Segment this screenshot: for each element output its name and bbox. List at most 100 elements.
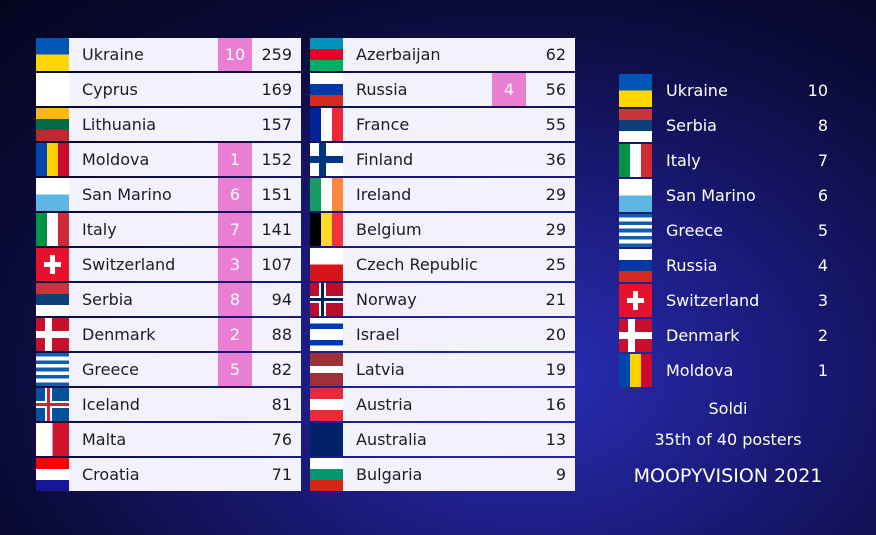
total-score: 19: [545, 360, 566, 379]
voted-points: 3: [817, 291, 828, 310]
voted-country: Ukraine: [666, 81, 728, 100]
voted-country: Denmark: [666, 326, 740, 345]
flag: [310, 283, 343, 316]
total-score: 71: [271, 465, 292, 484]
flag: [310, 388, 343, 421]
flag-cross: [36, 402, 69, 407]
score-row: [310, 108, 575, 141]
voted-points: 7: [817, 151, 828, 170]
score-row: [310, 248, 575, 281]
score-row: [36, 143, 301, 176]
points-received: 1: [218, 143, 252, 176]
country-name: Moldova: [82, 150, 150, 169]
flag: [36, 318, 69, 351]
country-name: Serbia: [82, 290, 133, 309]
voted-points: 1: [817, 361, 828, 380]
points-received: 10: [218, 38, 252, 71]
score-row: [36, 318, 301, 351]
footer-title: MOOPYVISION 2021: [633, 465, 823, 487]
country-name: Latvia: [356, 360, 405, 379]
total-score: 107: [261, 255, 292, 274]
total-score: 62: [545, 45, 566, 64]
country-name: Norway: [356, 290, 417, 309]
total-score: 169: [261, 80, 292, 99]
country-name: Ireland: [356, 185, 412, 204]
total-score: 36: [545, 150, 566, 169]
country-name: Azerbaijan: [356, 45, 441, 64]
country-name: Lithuania: [82, 115, 157, 134]
score-row: [310, 143, 575, 176]
total-score: 152: [261, 150, 292, 169]
score-row: [36, 283, 301, 316]
score-row: [310, 458, 575, 491]
total-score: 81: [271, 395, 292, 414]
score-row: [310, 73, 575, 106]
voted-country: San Marino: [666, 186, 756, 205]
score-row: [36, 178, 301, 211]
flag: [310, 353, 343, 386]
flag: [36, 353, 69, 386]
voted-points: 5: [817, 221, 828, 240]
country-name: Ukraine: [82, 45, 144, 64]
flag: [36, 143, 69, 176]
country-name: Switzerland: [82, 255, 176, 274]
country-name: Greece: [82, 360, 139, 379]
score-row: [36, 73, 301, 106]
country-name: Austria: [356, 395, 413, 414]
total-score: 29: [545, 220, 566, 239]
points-received: 8: [218, 283, 252, 316]
score-row: [310, 178, 575, 211]
flag: [310, 318, 343, 351]
score-row: [36, 213, 301, 246]
voted-points: 2: [817, 326, 828, 345]
flag: [310, 143, 343, 176]
flag: [619, 214, 652, 247]
flag: [36, 283, 69, 316]
flag: [619, 179, 652, 212]
flag: [310, 248, 343, 281]
total-score: 259: [261, 45, 292, 64]
voted-points: 4: [817, 256, 828, 275]
total-score: 88: [271, 325, 292, 344]
country-name: Denmark: [82, 325, 156, 344]
flag: [36, 213, 69, 246]
flag: [36, 388, 69, 421]
points-received: 4: [492, 73, 526, 106]
points-received: 5: [218, 353, 252, 386]
flag: [310, 458, 343, 491]
flag: [310, 73, 343, 106]
score-row: [310, 423, 575, 456]
country-name: Italy: [82, 220, 117, 239]
flag: [36, 108, 69, 141]
flag: [36, 423, 69, 456]
voted-country: Switzerland: [666, 291, 760, 310]
points-received: 7: [218, 213, 252, 246]
country-name: Iceland: [82, 395, 140, 414]
total-score: 16: [545, 395, 566, 414]
score-row: [36, 248, 301, 281]
voted-points: 10: [807, 81, 828, 100]
total-score: 56: [545, 80, 566, 99]
score-row: [36, 423, 301, 456]
voted-country: Italy: [666, 151, 701, 170]
country-name: France: [356, 115, 410, 134]
flag-cross: [310, 297, 343, 302]
score-row: [310, 213, 575, 246]
total-score: 82: [271, 360, 292, 379]
flag-cross: [44, 261, 61, 268]
flag: [310, 178, 343, 211]
flag: [310, 38, 343, 71]
total-score: 76: [271, 430, 292, 449]
score-row: [310, 388, 575, 421]
score-row: [310, 38, 575, 71]
voted-points: 6: [817, 186, 828, 205]
score-row: [310, 318, 575, 351]
score-row: [36, 38, 301, 71]
flag: [36, 178, 69, 211]
points-received: 2: [218, 318, 252, 351]
total-score: 29: [545, 185, 566, 204]
flag-cross: [619, 332, 652, 339]
total-score: 21: [545, 290, 566, 309]
score-row: [36, 458, 301, 491]
